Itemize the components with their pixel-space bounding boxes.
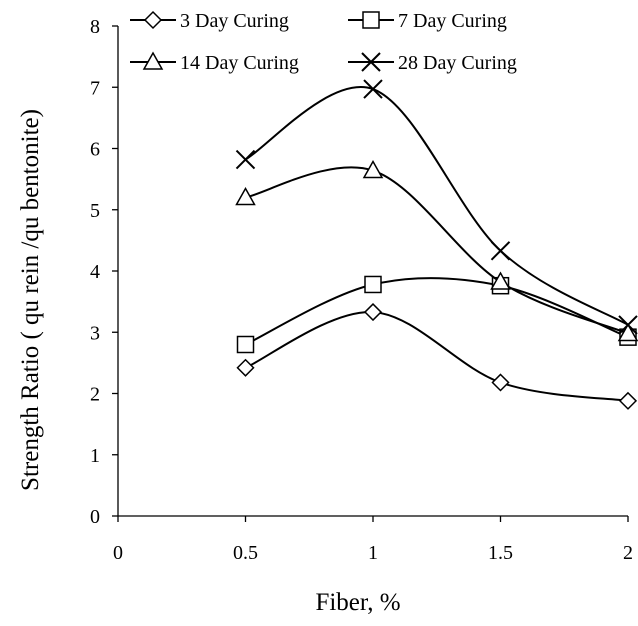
data-point-x	[235, 149, 256, 170]
data-point-diamond	[618, 391, 638, 410]
y-axis: 0 1 2 3 4 5 6 7 8	[90, 16, 119, 528]
data-point-square	[364, 275, 382, 294]
legend-marker-x	[361, 52, 381, 72]
data-point-triangle	[490, 271, 511, 290]
series-line	[245, 166, 629, 335]
y-tick-label: 6	[90, 139, 100, 161]
legend-item: 14 Day Curing	[130, 51, 299, 74]
legend-marker-diamond	[143, 10, 163, 30]
series-square	[236, 275, 637, 354]
data-point-diamond	[491, 373, 510, 392]
legend-label: 7 Day Curing	[398, 10, 507, 32]
data-point-x	[363, 79, 383, 99]
data-point-square	[236, 335, 255, 354]
y-tick-label: 8	[90, 16, 100, 38]
data-point-x-stroke	[618, 315, 638, 335]
legend-label: 3 Day Curing	[180, 10, 289, 32]
y-tick-label: 2	[90, 384, 100, 406]
series-x	[235, 79, 638, 335]
data-point-x	[618, 315, 638, 335]
data-point-triangle	[617, 322, 638, 342]
legend-label: 14 Day Curing	[180, 52, 299, 74]
x-tick-label: 0	[113, 542, 123, 564]
data-point-diamond	[363, 302, 383, 322]
x-tick-label: 2	[623, 542, 633, 564]
y-axis-title: Strength Ratio ( qu rein /qu bentonite)	[17, 109, 44, 491]
x-tick-label: 1.5	[488, 542, 513, 564]
legend-item: 3 Day Curing	[130, 10, 289, 32]
legend-marker-square	[362, 11, 380, 29]
data-point-triangle	[235, 186, 256, 206]
x-axis-title: Fiber, %	[315, 589, 400, 616]
data-point-x-stroke	[490, 241, 511, 261]
y-tick-label: 5	[90, 200, 100, 222]
legend-marker-x-stroke	[361, 52, 381, 72]
legend-item: 7 Day Curing	[348, 10, 507, 32]
x-axis: 0 0.5 1 1.5 2	[113, 515, 633, 564]
series-diamond	[236, 302, 638, 410]
data-point-x-stroke	[363, 79, 383, 99]
x-tick-label: 0.5	[233, 542, 258, 564]
data-point-diamond	[236, 358, 255, 377]
y-tick-label: 1	[90, 445, 100, 467]
x-tick-label: 1	[368, 542, 378, 564]
data-point-x-stroke	[235, 149, 256, 170]
y-tick-label: 0	[90, 506, 100, 528]
series-line	[245, 86, 629, 326]
y-tick-label: 4	[90, 261, 100, 283]
series-line	[245, 311, 629, 402]
data-point-x	[490, 241, 511, 261]
series-layer	[235, 79, 638, 410]
legend: 3 Day Curing 7 Day Curing 14 Day Curing 28 …	[130, 10, 517, 74]
y-tick-label: 3	[90, 322, 100, 344]
series-triangle	[235, 160, 638, 342]
y-tick-label: 7	[90, 77, 100, 99]
data-point-triangle	[362, 160, 384, 179]
legend-label: 28 Day Curing	[398, 52, 517, 74]
legend-item: 28 Day Curing	[348, 52, 517, 74]
legend-marker-triangle	[142, 51, 164, 70]
series-line	[245, 277, 629, 346]
